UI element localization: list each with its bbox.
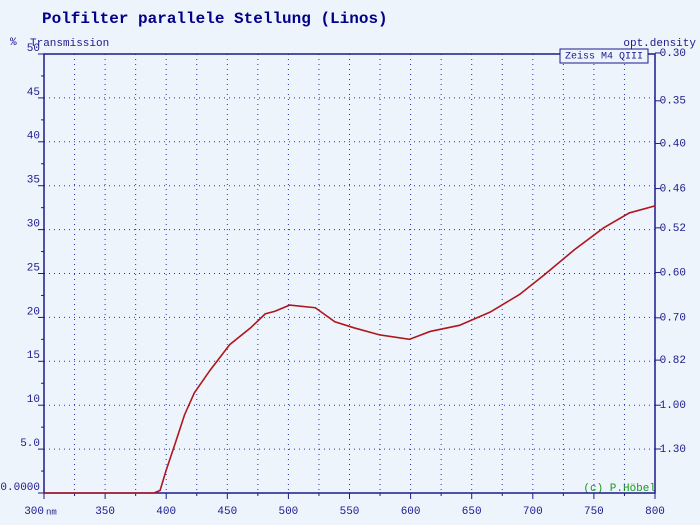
x-tick-label: 550 — [340, 506, 360, 518]
x-unit: nm — [46, 507, 57, 517]
chart-title: Polfilter parallele Stellung (Linos) — [42, 10, 388, 28]
y-tick-label: 15 — [27, 350, 40, 362]
y-tick-label: 25 — [27, 262, 40, 274]
y-tick-label: 10 — [27, 394, 40, 406]
x-tick-label: 400 — [156, 506, 176, 518]
x-tick-label: 600 — [401, 506, 421, 518]
y-tick-label: 45 — [27, 87, 40, 99]
copyright: (c) P.Höbel — [583, 483, 656, 495]
y2-tick-label: 0.40 — [660, 138, 686, 150]
y2-tick-label: 0.30 — [660, 48, 686, 60]
legend-box — [559, 48, 649, 64]
y-tick-label: 30 — [27, 219, 40, 231]
y-tick-label: 50 — [27, 43, 40, 55]
x-tick-label: 650 — [462, 506, 482, 518]
y-tick-label: 40 — [27, 131, 40, 143]
y2-tick-label: 0.52 — [660, 223, 686, 235]
y2-tick-label: 0.46 — [660, 183, 686, 195]
y2-tick-label: 0.60 — [660, 267, 686, 279]
y-tick-label: 5.0 — [20, 438, 40, 450]
y2-tick-label: 0.70 — [660, 313, 686, 325]
y-tick-label: 0.0000 — [0, 482, 40, 494]
y2-label: opt.density — [623, 38, 696, 50]
legend-label: Zeiss M4 QIII — [565, 51, 643, 63]
y2-tick-label: 1.30 — [660, 444, 686, 456]
y-label: Transmission — [30, 38, 109, 50]
x-tick-label: 350 — [95, 506, 115, 518]
x-tick-label: 800 — [645, 506, 665, 518]
y2-tick-label: 1.00 — [660, 400, 686, 412]
data-line — [44, 205, 656, 494]
y-unit: % — [10, 37, 17, 49]
plot-frame — [43, 53, 656, 494]
x-tick-label: 750 — [584, 506, 604, 518]
y2-tick-label: 0.82 — [660, 355, 686, 367]
y2-tick-label: 0.35 — [660, 96, 686, 108]
x-tick-label: 450 — [217, 506, 237, 518]
y-tick-label: 20 — [27, 306, 40, 318]
y-tick-label: 35 — [27, 175, 40, 187]
x-tick-label: 300 — [24, 506, 44, 518]
x-tick-label: 700 — [523, 506, 543, 518]
x-tick-label: 500 — [278, 506, 298, 518]
